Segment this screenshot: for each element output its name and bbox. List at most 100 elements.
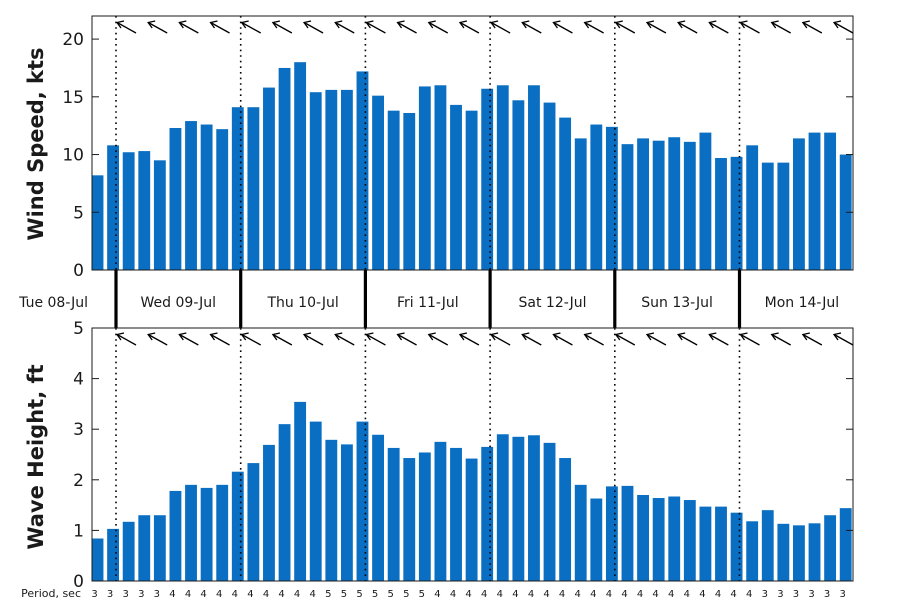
arrow-shaft [242,334,262,346]
wind-direction-arrow [583,332,604,346]
wind-direction-arrow [739,332,760,346]
arrow-head [334,20,343,29]
period-value: 4 [668,589,674,600]
wind-direction-arrow [583,20,604,34]
arrow-head [334,332,343,341]
arrow-shaft [522,334,542,346]
wind-direction-arrow [396,20,417,34]
period-value: 5 [372,589,378,600]
data-bar [403,112,416,270]
data-bar [543,102,556,270]
period-axis-label: Period, sec [21,587,81,600]
data-bar [793,138,805,270]
data-bar [839,508,852,581]
wind-direction-arrow [458,332,480,346]
period-value: 4 [715,589,721,600]
y-tick-label: 3 [73,420,84,440]
period-value: 4 [481,589,487,600]
period-value: 5 [419,589,425,600]
arrow-head [427,20,436,29]
data-bar [496,434,509,581]
data-bar [574,138,587,270]
period-value: 4 [185,589,191,600]
arrow-head [209,332,218,341]
period-value: 4 [465,589,471,600]
arrow-shaft [491,22,511,34]
period-value: 3 [793,589,799,600]
y-tick-label: 15 [62,88,84,108]
arrow-shaft [647,334,667,346]
data-bar [683,141,696,270]
wave-height-panel: 0 1 2 3 4 5 [73,319,854,592]
period-value: 4 [278,589,284,600]
data-bar [216,129,229,270]
period-value: 4 [652,589,658,600]
wind-direction-arrow [552,332,573,346]
arrow-head [489,332,499,341]
data-bar [278,67,291,270]
data-bar [543,442,556,581]
wind-direction-arrow [396,332,417,346]
wind-direction-arrow [708,332,729,346]
arrow-shaft [834,22,854,34]
data-bar [621,144,634,270]
wind-direction-arrow [302,20,324,34]
arrow-head [521,332,530,341]
data-bar [465,110,478,270]
wind-direction-arrow [739,20,760,34]
data-bar [185,121,197,270]
period-value: 4 [543,589,549,600]
period-value: 4 [699,589,705,600]
y-tick-label: 10 [62,146,84,166]
arrow-shaft [398,334,417,346]
arrow-shaft [273,22,293,34]
wind-direction-arrow [271,20,293,34]
data-bar [793,525,805,581]
wind-direction-arrow [614,332,636,346]
arrow-shaft [429,334,449,346]
wind-speed-panel: 0 5 10 15 20 [62,15,854,281]
data-bar [138,515,151,581]
plot-frame [91,327,854,582]
arrow-shaft [242,22,262,34]
arrow-shaft [335,334,355,346]
arrow-shaft [678,22,698,34]
period-value: 4 [200,589,206,600]
arrow-shaft [148,22,168,34]
day-label: Tue 08-Jul [18,295,88,311]
wind-direction-arrow [427,20,449,34]
data-bar [761,510,774,581]
period-value: 4 [310,589,316,600]
data-bar [91,175,104,270]
wind-direction-arrow [334,332,355,346]
wind-direction-arrow [209,20,230,34]
arrow-head [458,332,468,341]
wind-direction-arrow [240,20,262,34]
arrow-head [708,20,717,29]
data-bar [605,486,618,581]
arrow-head [645,20,655,29]
data-bar [481,88,494,271]
arrow-shaft [304,22,324,34]
wind-direction-arrow [708,20,729,34]
period-value: 3 [840,589,846,600]
arrow-head [209,20,218,29]
data-bar [294,62,307,271]
data-bar [699,132,712,270]
arrow-head [583,20,592,29]
arrow-shaft [117,22,137,34]
arrow-head [552,20,561,29]
arrow-head [396,332,405,341]
data-bar [746,521,759,581]
arrow-head [801,20,810,29]
day-label: Thu 10-Jul [266,295,338,311]
data-bar [605,126,618,270]
data-bar [231,471,244,581]
arrow-head [832,20,842,29]
data-bar [91,538,104,581]
data-bar [122,521,135,581]
arrow-shaft [554,22,573,34]
wind-direction-arrow [427,332,449,346]
arrow-head [396,20,405,29]
